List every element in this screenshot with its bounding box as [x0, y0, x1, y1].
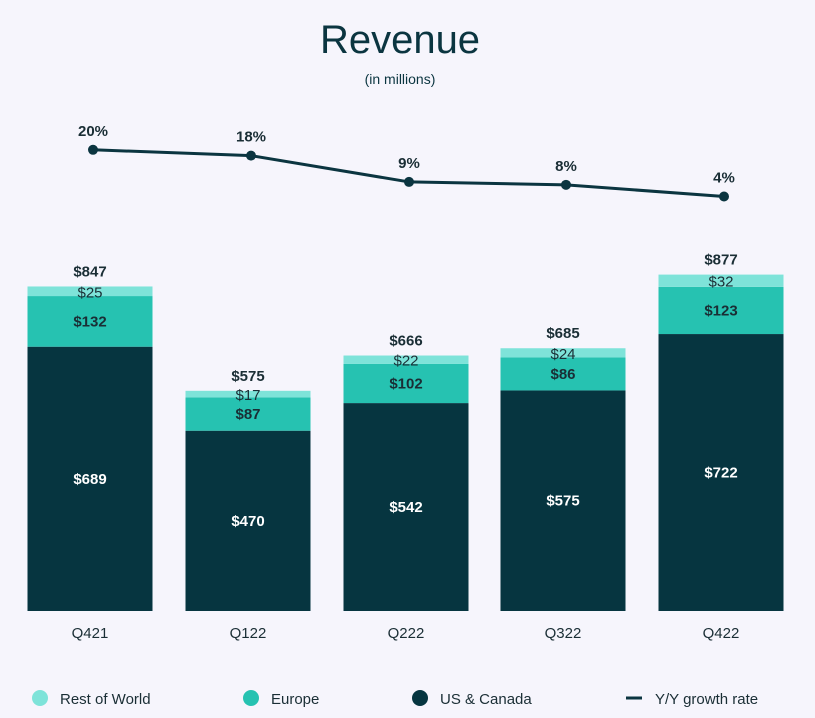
data-label: $123 — [704, 302, 737, 319]
data-label: $87 — [235, 406, 260, 423]
data-label: $575 — [546, 493, 579, 510]
bar-segment-europe-q422 — [658, 286, 784, 335]
data-label: $722 — [704, 465, 737, 482]
legend-label: Europe — [271, 691, 319, 708]
legend-swatch — [243, 690, 259, 706]
legend: Rest of World Europe US & Canada Y/Y growth… — [32, 690, 758, 708]
growth-label: 18% — [236, 129, 266, 146]
growth-line-group: 20% 18% 9% 8% 4% — [78, 123, 735, 202]
growth-point — [246, 150, 256, 161]
bar-segment-rest-of-world-q222 — [343, 355, 469, 364]
total-label: $575 — [231, 368, 264, 385]
x-axis-ticks: Q421 Q122 Q222 Q322 Q422 — [72, 625, 740, 642]
bar-segment-rest-of-world-q421 — [27, 286, 153, 297]
growth-label: 8% — [555, 158, 577, 175]
total-label: $847 — [73, 263, 106, 280]
bar-segment-us-canada-q222 — [343, 403, 469, 611]
bar-segment-us-canada-q421 — [27, 346, 153, 611]
growth-point — [404, 176, 414, 187]
data-label: $24 — [550, 346, 575, 363]
growth-label: 4% — [713, 170, 735, 187]
legend-label: US & Canada — [440, 691, 532, 708]
data-label: $22 — [393, 353, 418, 370]
x-tick-label: Q222 — [388, 625, 425, 642]
growth-point — [88, 144, 98, 155]
legend-label: Rest of World — [60, 691, 151, 708]
bar-segment-europe-q222 — [343, 363, 469, 404]
chart-subtitle: (in millions) — [365, 71, 436, 87]
x-tick-label: Q421 — [72, 625, 109, 642]
data-label: $689 — [73, 471, 106, 488]
growth-label: 9% — [398, 155, 420, 172]
data-label: $32 — [708, 274, 733, 291]
growth-label: 20% — [78, 123, 108, 140]
bar-segment-us-canada-q422 — [658, 334, 784, 611]
x-tick-label: Q322 — [545, 625, 582, 642]
x-tick-label: Q122 — [230, 625, 267, 642]
legend-swatch — [412, 690, 428, 706]
bar-segment-rest-of-world-q322 — [500, 348, 626, 358]
data-label: $17 — [235, 387, 260, 404]
bar-segment-rest-of-world-q122 — [185, 390, 311, 398]
growth-point — [719, 191, 729, 202]
x-tick-label: Q422 — [703, 625, 740, 642]
data-label: $86 — [550, 366, 575, 383]
data-label: $25 — [77, 284, 102, 301]
total-label: $877 — [704, 252, 737, 269]
bar-segment-europe-q322 — [500, 357, 626, 391]
data-label: $542 — [389, 499, 422, 516]
data-label: $470 — [231, 513, 264, 530]
data-label: $102 — [389, 376, 422, 393]
data-label: $132 — [73, 313, 106, 330]
legend-swatch — [32, 690, 48, 706]
total-label: $685 — [546, 325, 579, 342]
bar-segment-us-canada-q122 — [185, 430, 311, 611]
bar-segment-us-canada-q322 — [500, 390, 626, 611]
chart-title: Revenue — [320, 18, 480, 62]
total-label: $666 — [389, 333, 422, 350]
bar-segment-europe-q421 — [27, 296, 153, 347]
bar-segment-rest-of-world-q422 — [658, 274, 784, 287]
bars-group: $689 $132 $25 $847 $470 $87 $17 $575 $542 $102 $22… — [27, 252, 784, 611]
legend-label: Y/Y growth rate — [655, 691, 758, 708]
growth-point — [561, 179, 571, 190]
bar-segment-europe-q122 — [185, 397, 311, 431]
